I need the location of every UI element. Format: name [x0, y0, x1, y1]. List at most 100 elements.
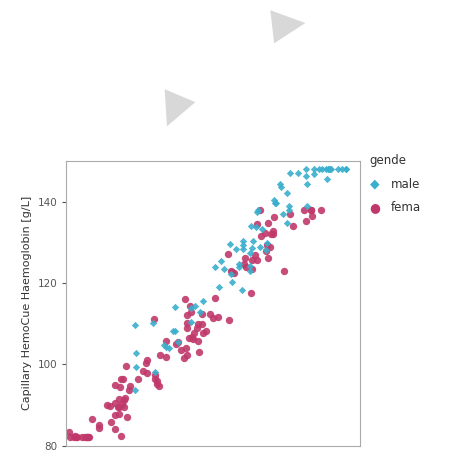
- fema: [307, 206, 315, 214]
- fema: [162, 353, 169, 361]
- fema: [123, 413, 131, 420]
- fema: [151, 371, 159, 379]
- fema: [248, 256, 256, 264]
- male: [227, 271, 234, 278]
- fema: [107, 403, 114, 410]
- male: [285, 207, 293, 214]
- male: [187, 318, 195, 326]
- fema: [83, 434, 91, 441]
- fema: [185, 335, 192, 342]
- fema: [120, 397, 128, 404]
- male: [235, 264, 243, 271]
- fema: [119, 375, 127, 383]
- male: [239, 241, 247, 249]
- male: [335, 165, 342, 173]
- male: [254, 208, 261, 216]
- male: [174, 338, 182, 346]
- fema: [224, 251, 231, 258]
- FancyArrowPatch shape: [164, 10, 305, 127]
- fema: [96, 421, 103, 429]
- male: [169, 327, 177, 334]
- fema: [189, 333, 196, 341]
- fema: [139, 367, 147, 375]
- male: [132, 363, 140, 371]
- fema: [280, 268, 288, 275]
- fema: [230, 269, 238, 276]
- fema: [143, 356, 151, 364]
- male: [286, 169, 294, 177]
- fema: [309, 212, 316, 219]
- fema: [121, 403, 128, 411]
- fema: [70, 434, 77, 441]
- male: [162, 343, 169, 350]
- male: [249, 237, 257, 245]
- fema: [118, 375, 125, 383]
- fema: [71, 432, 79, 439]
- fema: [111, 425, 118, 432]
- fema: [155, 382, 162, 390]
- male: [263, 246, 270, 254]
- male: [246, 267, 254, 274]
- male: [254, 206, 262, 214]
- fema: [107, 419, 115, 426]
- fema: [115, 410, 123, 418]
- fema: [117, 432, 125, 439]
- fema: [302, 217, 310, 224]
- male: [226, 240, 234, 247]
- male: [310, 165, 318, 173]
- male: [276, 180, 283, 187]
- fema: [215, 313, 222, 321]
- male: [279, 210, 286, 218]
- fema: [73, 434, 81, 441]
- fema: [269, 228, 277, 235]
- fema: [73, 434, 80, 441]
- fema: [268, 230, 275, 237]
- fema: [78, 434, 85, 441]
- male: [132, 321, 139, 329]
- male: [322, 165, 330, 173]
- fema: [266, 244, 273, 251]
- male: [171, 303, 179, 311]
- male: [171, 327, 179, 335]
- fema: [193, 324, 201, 331]
- fema: [111, 411, 118, 419]
- male: [324, 165, 332, 173]
- male: [165, 344, 173, 351]
- male: [327, 165, 335, 173]
- fema: [142, 359, 150, 367]
- male: [239, 237, 247, 245]
- male: [264, 239, 271, 246]
- male: [191, 302, 199, 310]
- male: [152, 368, 159, 375]
- male: [247, 222, 255, 229]
- fema: [190, 329, 198, 337]
- fema: [253, 220, 261, 228]
- fema: [242, 263, 250, 271]
- fema: [253, 256, 261, 264]
- fema: [183, 351, 191, 359]
- fema: [251, 251, 259, 258]
- fema: [262, 247, 270, 255]
- male: [303, 202, 311, 210]
- male: [252, 223, 259, 231]
- male: [150, 319, 157, 327]
- fema: [85, 434, 93, 441]
- fema: [240, 260, 248, 268]
- fema: [177, 346, 184, 354]
- male: [323, 176, 331, 183]
- male: [160, 341, 168, 349]
- male: [215, 283, 222, 291]
- fema: [286, 210, 294, 218]
- male: [272, 199, 280, 207]
- male: [283, 189, 291, 197]
- male: [248, 245, 255, 252]
- fema: [182, 324, 190, 331]
- fema: [186, 302, 194, 310]
- male: [316, 165, 323, 173]
- fema: [195, 348, 203, 356]
- male: [211, 264, 219, 271]
- fema: [211, 294, 219, 302]
- male: [319, 165, 326, 173]
- fema: [151, 375, 158, 383]
- Y-axis label: Capillary HemoCue Haemoglobin [g/L]: Capillary HemoCue Haemoglobin [g/L]: [22, 196, 32, 410]
